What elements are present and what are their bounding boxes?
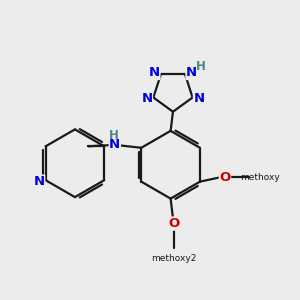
Text: N: N	[194, 92, 205, 106]
Text: O: O	[169, 217, 180, 230]
Text: H: H	[108, 129, 118, 142]
Text: N: N	[186, 67, 197, 80]
Text: O: O	[219, 171, 231, 184]
Text: N: N	[141, 92, 152, 106]
Text: methoxy2: methoxy2	[152, 254, 197, 262]
Text: N: N	[109, 138, 120, 151]
Text: H: H	[196, 60, 205, 73]
Text: methoxy: methoxy	[240, 173, 280, 182]
Text: N: N	[149, 67, 160, 80]
Text: N: N	[34, 175, 45, 188]
